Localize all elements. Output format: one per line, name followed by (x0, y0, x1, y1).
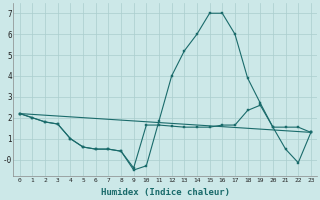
X-axis label: Humidex (Indice chaleur): Humidex (Indice chaleur) (101, 188, 230, 197)
